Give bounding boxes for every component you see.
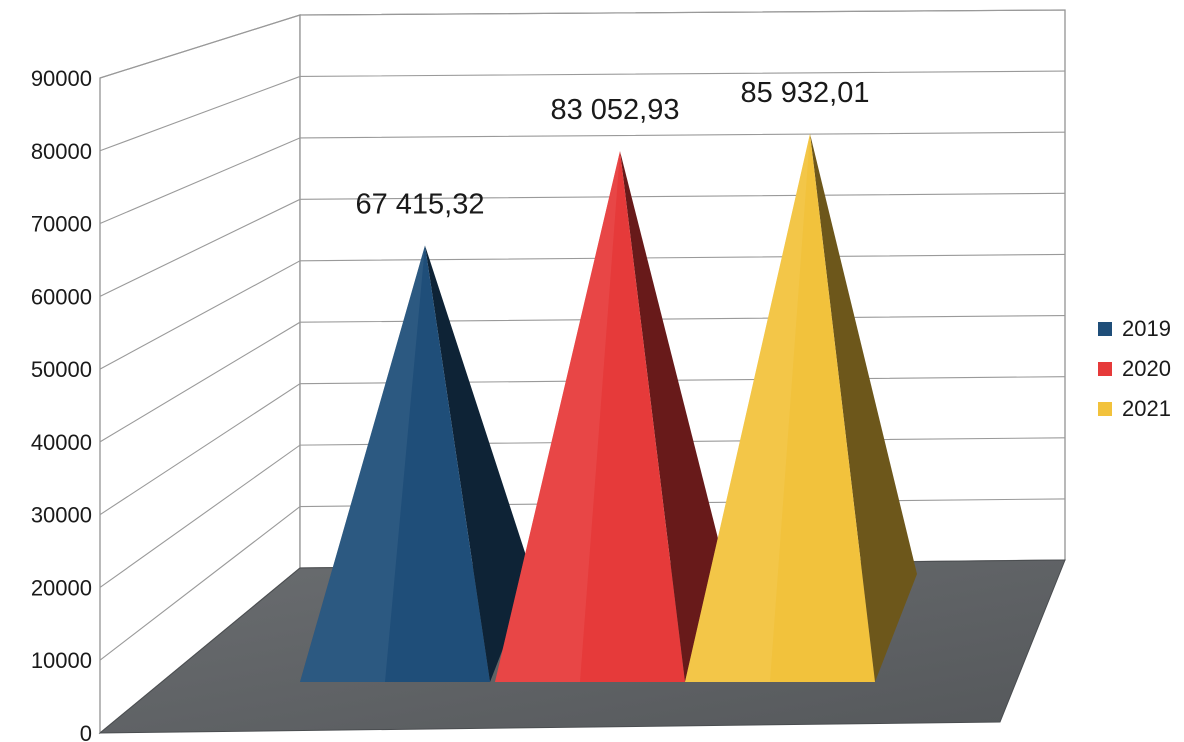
pyramid-side-face (620, 151, 727, 682)
data-label: 83 052,93 (550, 94, 679, 126)
gridline (99, 9, 1066, 79)
pyramid-2021 (685, 133, 917, 682)
gridline (99, 70, 1066, 152)
y-tick-label: 70000 (31, 212, 92, 237)
pyramid-highlight (300, 245, 425, 682)
pyramid-side-face (425, 245, 532, 682)
pyramid-2019 (300, 245, 532, 682)
legend-label: 2021 (1122, 396, 1171, 421)
legend-swatch (1098, 322, 1112, 336)
data-label: 85 932,01 (740, 77, 869, 109)
pyramid-2020 (495, 151, 727, 682)
y-tick-label: 20000 (31, 575, 92, 600)
y-tick-label: 50000 (31, 357, 92, 382)
y-tick-label: 90000 (31, 66, 92, 91)
data-label: 67 415,32 (355, 188, 484, 220)
y-tick-label: 40000 (31, 430, 92, 455)
legend-label: 2019 (1122, 316, 1171, 341)
legend-label: 2020 (1122, 356, 1171, 381)
legend-swatch (1098, 402, 1112, 416)
pyramid-highlight (685, 133, 810, 682)
data-labels: 67 415,32 83 052,93 85 932,01 (355, 77, 869, 221)
legend-swatch (1098, 362, 1112, 376)
y-tick-label: 30000 (31, 503, 92, 528)
y-tick-label: 60000 (31, 284, 92, 309)
pyramid-side-face (810, 133, 917, 682)
y-tick-label: 0 (80, 721, 92, 742)
pyramid-series (300, 133, 917, 682)
pyramid-highlight (495, 151, 620, 682)
legend: 2019 2020 2021 (1098, 316, 1171, 421)
y-axis: 0 10000 20000 30000 40000 50000 60000 70000 8000… (31, 66, 92, 742)
y-tick-label: 80000 (31, 139, 92, 164)
y-tick-label: 10000 (31, 648, 92, 673)
